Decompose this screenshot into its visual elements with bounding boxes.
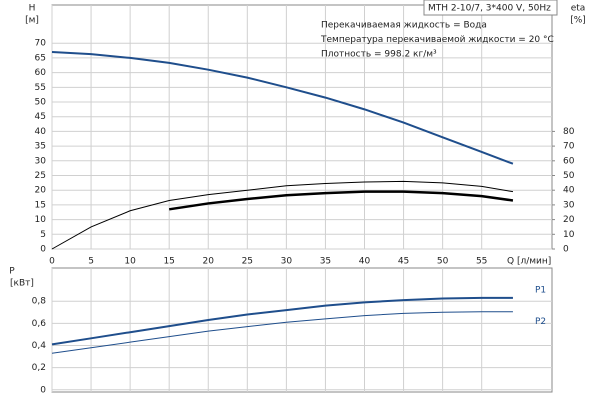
y2-tick-label: 10 xyxy=(563,230,575,240)
curve xyxy=(169,190,514,211)
curve xyxy=(51,296,513,346)
y-tick-label: 0,2 xyxy=(32,363,46,373)
plot-frame xyxy=(51,267,553,393)
y-tick-label: 25 xyxy=(35,171,46,181)
y2-tick-label: 30 xyxy=(563,200,575,210)
y-tick-label: 50 xyxy=(35,98,47,108)
x-tick-label: 25 xyxy=(242,257,253,267)
x-tick-label: 30 xyxy=(281,257,293,267)
y-axis-unit: [м] xyxy=(25,16,39,26)
annotation: Температура перекачиваемой жидкости = 20… xyxy=(320,35,554,45)
curve xyxy=(51,51,514,165)
title-box xyxy=(423,0,558,16)
y-tick-label: 70 xyxy=(35,39,47,49)
y2-tick-label: 20 xyxy=(563,215,575,225)
curve xyxy=(51,180,514,250)
y-tick-label: 0 xyxy=(40,385,46,395)
series-label: P2 xyxy=(535,317,546,327)
y-tick-label: 10 xyxy=(35,215,47,225)
y-tick-label: 35 xyxy=(35,142,46,152)
x-tick-label: 0 xyxy=(49,257,55,267)
x-tick-label: 55 xyxy=(476,257,487,267)
y-tick-label: 0,6 xyxy=(32,319,47,329)
x-tick-label: 20 xyxy=(203,257,215,267)
curve xyxy=(51,311,513,354)
y-tick-label: 20 xyxy=(35,186,47,196)
y-tick-label: 15 xyxy=(35,200,46,210)
y-axis-unit: [кВт] xyxy=(10,279,34,289)
y2-axis-unit: [%] xyxy=(570,16,586,26)
x-tick-label: 40 xyxy=(359,257,371,267)
x-tick-label: 5 xyxy=(88,257,94,267)
y-tick-label: 60 xyxy=(35,68,47,78)
chart-title: MTH 2-10/7, 3*400 V, 50Hz xyxy=(428,4,551,14)
x-tick-label: 50 xyxy=(437,257,449,267)
x-tick-label: 10 xyxy=(124,257,136,267)
y-tick-label: 55 xyxy=(35,83,46,93)
y-tick-label: 65 xyxy=(35,53,46,63)
y-tick-label: 0 xyxy=(40,245,46,255)
y2-tick-label: 40 xyxy=(563,186,575,196)
y-tick-label: 45 xyxy=(35,112,46,122)
annotation: Плотность = 998.2 кг/м³ xyxy=(321,50,437,60)
y2-tick-label: 60 xyxy=(563,156,575,166)
y-tick-label: 40 xyxy=(35,127,47,137)
y-tick-label: 30 xyxy=(35,156,47,166)
series-label: P1 xyxy=(535,285,546,295)
y2-tick-label: 0 xyxy=(563,245,569,255)
y2-tick-label: 50 xyxy=(563,171,575,181)
y-axis-label: P xyxy=(9,267,15,277)
x-tick-label: 15 xyxy=(163,257,174,267)
y-tick-label: 5 xyxy=(40,230,46,240)
x-tick-label: 45 xyxy=(398,257,409,267)
y2-axis-label: eta xyxy=(571,4,586,14)
y2-tick-label: 80 xyxy=(563,127,575,137)
y2-tick-label: 70 xyxy=(563,142,575,152)
x-tick-label: 35 xyxy=(320,257,331,267)
x-axis-label: Q [л/мин] xyxy=(507,257,551,267)
y-axis-label: H xyxy=(29,4,36,14)
y-tick-label: 0,8 xyxy=(32,297,47,307)
annotation: Перекачиваемая жидкость = Вода xyxy=(321,21,487,31)
y-tick-label: 0,4 xyxy=(32,341,47,351)
